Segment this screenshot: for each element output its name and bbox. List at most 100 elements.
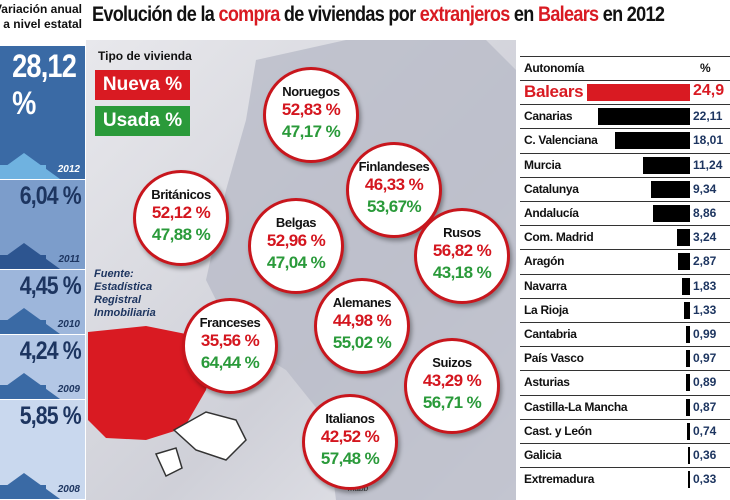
bubble-nueva-pct: 52,83 % [281, 100, 341, 119]
legend-title: Tipo de vivienda [98, 49, 192, 63]
bar-value: 9,34 [693, 181, 717, 196]
region-label: Catalunya [524, 181, 579, 196]
bar-cast-y-le-n [686, 422, 690, 440]
house-body [0, 385, 46, 399]
bubble-nueva-pct: 46,33 % [364, 175, 424, 194]
table-row: Navarra 1,83 [520, 273, 730, 298]
region-label: C. Valenciana [524, 133, 598, 148]
balearic-islands [154, 411, 247, 478]
year-value: 5,85 % [19, 402, 82, 430]
bar-value: 2,87 [693, 254, 717, 269]
bubble-nueva-pct: 52,12 % [151, 203, 211, 222]
bar-value: 1,33 [693, 302, 717, 317]
bubble-country: Suizos [432, 355, 472, 370]
year-value: 28,12 % [12, 48, 77, 121]
bubble-country: Noruegos [282, 84, 340, 99]
bar-pa-s-vasco [685, 350, 690, 368]
region-label: Asturias [524, 375, 570, 390]
bubble-country: Finlandeses [358, 159, 430, 174]
bubble-usada-pct: 47,04 % [266, 253, 326, 272]
bar-murcia [643, 156, 690, 174]
region-label: País Vasco [524, 351, 584, 366]
bubble-usada-pct: 53,67% [366, 197, 422, 216]
region-label: Andalucía [524, 206, 579, 220]
bar-castilla-la-mancha [686, 398, 690, 416]
bubble-country: Británicos [151, 187, 211, 202]
bubble-country: Belgas [275, 215, 317, 230]
year-label: 2009 [57, 384, 80, 395]
bubble-usada-pct: 64,44 % [200, 353, 260, 372]
legend-usada: Usada % [95, 106, 190, 136]
year-panel-2008: 5,85 % 2008 [0, 400, 85, 500]
bubble-suizos: Suizos 43,29 % 56,71 % [404, 338, 500, 434]
table-row: La Rioja 1,33 [520, 297, 730, 322]
bar-asturias [686, 374, 690, 392]
bubble-country: Franceses [199, 315, 261, 330]
bar-andaluc-a [653, 205, 690, 222]
bar-value: 0,99 [693, 327, 717, 341]
table-row: Andalucía 8,86 [520, 201, 730, 225]
year-panel-2009: 4,24 % 2009 [0, 335, 85, 400]
table-row: Cantabria 0,99 [520, 322, 730, 346]
bar-c-valenciana [615, 132, 690, 150]
source-line: Registral [94, 294, 142, 306]
bar-value: 1,83 [693, 278, 717, 293]
table-row: C. Valenciana 18,01 [520, 128, 730, 152]
bar-value: 8,86 [693, 206, 717, 220]
house-body [0, 255, 46, 269]
legend-nueva: Nueva % [95, 70, 190, 100]
table-row: Extremadura 0,33 [520, 467, 730, 491]
source-note: Fuente: Estadística Registral Inmobiliar… [94, 268, 156, 320]
region-label: Balears [524, 82, 584, 101]
bar-value: 0,33 [693, 472, 717, 487]
region-label: Castilla-La Mancha [524, 399, 628, 414]
bar-balears [586, 84, 690, 101]
table-row: Canarias 22,11 [520, 104, 730, 128]
house-body [0, 165, 46, 179]
table-row: Aragón 2,87 [520, 249, 730, 273]
year-value: 6,04 % [19, 182, 82, 210]
region-label: Aragón [524, 254, 565, 269]
bubble-country: Alemanes [332, 295, 392, 310]
header-percent: % [700, 61, 711, 75]
annual-variation-panel: Variación anual a nivel estatal 28,12 % 2… [0, 0, 85, 500]
year-panel-2010: 4,45 % 2010 [0, 270, 85, 335]
year-label: 2012 [57, 164, 80, 175]
bar-value: 0,36 [693, 448, 717, 462]
header-line-2: a nivel estatal [3, 17, 82, 31]
bar-value: 0,97 [693, 351, 717, 366]
bar-catalunya [651, 180, 690, 198]
bar-value: 0,87 [693, 399, 717, 414]
bar-extremadura [688, 471, 690, 489]
region-bar-chart: Autonomía% Balears 24,9 Canarias 22,11 C. Val… [516, 56, 730, 500]
table-row: Asturias 0,89 [520, 370, 730, 394]
bubble-nueva-pct: 52,96 % [266, 231, 326, 250]
bubble-usada-pct: 55,02 % [332, 333, 392, 352]
source-line: Estadística [94, 281, 153, 293]
bubble-country: Italianos [325, 411, 375, 426]
table-row: Galicia 0,36 [520, 443, 730, 467]
bubble-usada-pct: 47,88 % [151, 225, 211, 244]
region-label: Com. Madrid [524, 230, 594, 245]
bar-value: 24,9 [693, 82, 725, 99]
region-label: La Rioja [524, 302, 569, 317]
house-body [0, 485, 46, 499]
region-label: Cantabria [524, 327, 577, 341]
bubble-nueva-pct: 44,98 % [332, 311, 392, 330]
page-title: Evolución de la compra de viviendas por … [92, 3, 665, 26]
year-value: 4,24 % [19, 337, 82, 365]
source-line: Inmobiliaria [94, 307, 156, 319]
annual-variation-header: Variación anual a nivel estatal [0, 0, 85, 46]
table-row: Catalunya 9,34 [520, 176, 730, 201]
bubble-usada-pct: 56,71 % [422, 393, 482, 412]
source-line: Fuente: [94, 268, 134, 280]
bar-cantabria [685, 326, 690, 343]
bubble-usada-pct: 43,18 % [432, 263, 492, 282]
bubble-finlandeses: Finlandeses 46,33 % 53,67% [346, 142, 442, 238]
bubble-usada-pct: 57,48 % [320, 449, 380, 468]
bubble-usada-pct: 47,17 % [281, 122, 341, 141]
table-row: Murcia 11,24 [520, 152, 730, 177]
bar-arag-n [678, 253, 690, 271]
year-value: 4,45 % [19, 272, 82, 300]
table-row: Cast. y León 0,74 [520, 418, 730, 443]
